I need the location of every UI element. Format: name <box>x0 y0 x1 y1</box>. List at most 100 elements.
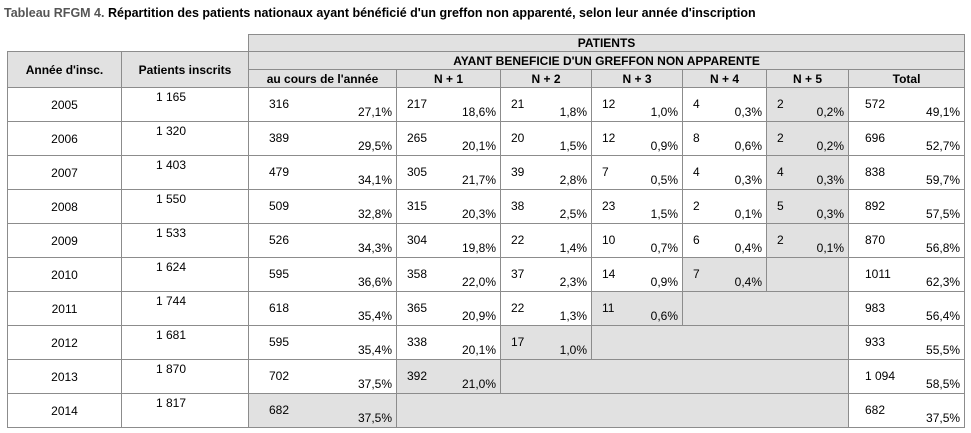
total-cell: 838 59,7% <box>847 155 966 190</box>
year-cell: 2012 <box>7 325 122 360</box>
percent-value: 35,4% <box>357 309 392 323</box>
n-cell: 17 1,0% <box>500 325 592 360</box>
count-value: 2 <box>777 233 784 247</box>
percent-value: 34,1% <box>357 173 392 187</box>
n-cell: 21 1,8% <box>500 87 592 122</box>
count-value: 2 <box>777 131 784 145</box>
header-inscrits: Patients inscrits <box>121 51 249 88</box>
percent-value: 0,2% <box>816 105 844 119</box>
inscrits-value: 1 744 <box>156 294 187 308</box>
percent-value: 20,3% <box>461 207 496 221</box>
n-cell: 304 19,8% <box>396 223 501 258</box>
count-value: 7 <box>693 267 700 281</box>
n-cell: 4 0,3% <box>682 155 767 190</box>
percent-value: 0,4% <box>734 275 762 289</box>
count-value: 2 <box>777 97 784 111</box>
n-cell: 37 2,3% <box>500 257 592 292</box>
count-value: 358 <box>407 267 428 281</box>
percent-value: 62,3% <box>926 275 961 289</box>
percent-value: 32,8% <box>357 207 392 221</box>
year-cell: 2008 <box>7 189 122 224</box>
table-row: 2005 1 165 316 27,1% 217 18,6% 21 1,8% 12 1,0% 4 0,… <box>7 87 966 122</box>
n-cell: 22 1,4% <box>500 223 592 258</box>
count-value: 12 <box>602 97 616 111</box>
year-cell: 2007 <box>7 155 122 190</box>
n-cell: 305 21,7% <box>396 155 501 190</box>
percent-value: 1,0% <box>650 105 678 119</box>
percent-value: 21,7% <box>461 173 496 187</box>
table-row: 2006 1 320 389 29,5% 265 20,1% 20 1,5% 12 0,9% 8 0,… <box>7 121 966 156</box>
count-value: 37 <box>511 267 525 281</box>
n-cell: 392 21,0% <box>396 359 501 394</box>
count-value: 595 <box>269 267 290 281</box>
table-title-text: Répartition des patients nationaux ayant… <box>107 6 756 20</box>
n-cell: 7 0,4% <box>682 257 767 292</box>
percent-value: 55,5% <box>926 343 961 357</box>
header-col-n2: N + 2 <box>500 69 592 88</box>
percent-value: 0,3% <box>816 207 844 221</box>
empty-cell <box>766 257 849 292</box>
count-value: 389 <box>269 131 290 145</box>
annee-cell: 316 27,1% <box>248 87 397 122</box>
total-cell: 682 37,5% <box>847 393 966 428</box>
empty-cell <box>396 393 849 428</box>
percent-value: 37,5% <box>357 377 392 391</box>
percent-value: 0,1% <box>734 207 762 221</box>
n-cell: 2 0,1% <box>682 189 767 224</box>
count-value: 12 <box>602 131 616 145</box>
count-value: 479 <box>269 165 290 179</box>
percent-value: 1,8% <box>559 105 587 119</box>
year-cell: 2010 <box>7 257 122 292</box>
n-cell: 7 0,5% <box>591 155 683 190</box>
count-value: 338 <box>407 335 428 349</box>
inscrits-cell: 1 533 <box>121 223 249 258</box>
count-value: 316 <box>269 97 290 111</box>
annee-cell: 479 34,1% <box>248 155 397 190</box>
n-cell: 6 0,4% <box>682 223 767 258</box>
count-value: 365 <box>407 301 428 315</box>
count-value: 2 <box>693 199 700 213</box>
header-ayant: AYANT BENEFICIE D'UN GREFFON NON APPAREN… <box>247 51 966 70</box>
n-cell: 4 0,3% <box>682 87 767 122</box>
percent-value: 1,0% <box>559 343 587 357</box>
percent-value: 20,1% <box>461 139 496 153</box>
annee-cell: 595 36,6% <box>248 257 397 292</box>
count-value: 838 <box>865 165 886 179</box>
percent-value: 29,5% <box>357 139 392 153</box>
table-row: 2013 1 870 702 37,5% 392 21,0% 1 094 58,5% <box>7 359 966 394</box>
annee-cell: 526 34,3% <box>248 223 397 258</box>
count-value: 20 <box>511 131 525 145</box>
n-cell: 20 1,5% <box>500 121 592 156</box>
total-cell: 572 49,1% <box>847 87 966 122</box>
year-cell: 2006 <box>7 121 122 156</box>
annee-cell: 702 37,5% <box>248 359 397 394</box>
percent-value: 1,4% <box>559 241 587 255</box>
percent-value: 2,3% <box>559 275 587 289</box>
table-row: 2011 1 744 618 35,4% 365 20,9% 22 1,3% 11 0,6% 983… <box>7 291 966 326</box>
count-value: 315 <box>407 199 428 213</box>
header-patients: PATIENTS <box>247 34 966 52</box>
table-title: Tableau RFGM 4. Répartition des patients… <box>4 6 756 20</box>
percent-value: 20,1% <box>461 343 496 357</box>
percent-value: 1,3% <box>559 309 587 323</box>
total-cell: 892 57,5% <box>847 189 966 224</box>
n-cell: 23 1,5% <box>591 189 683 224</box>
annee-cell: 595 35,4% <box>248 325 397 360</box>
count-value: 11 <box>602 301 615 315</box>
count-value: 22 <box>511 233 525 247</box>
count-value: 217 <box>407 97 428 111</box>
percent-value: 57,5% <box>926 207 961 221</box>
header-col-annee: au cours de l'année <box>248 69 397 88</box>
percent-value: 59,7% <box>926 173 961 187</box>
percent-value: 0,7% <box>650 241 678 255</box>
count-value: 305 <box>407 165 428 179</box>
count-value: 870 <box>865 233 886 247</box>
percent-value: 56,4% <box>926 309 961 323</box>
year-cell: 2009 <box>7 223 122 258</box>
n-cell: 10 0,7% <box>591 223 683 258</box>
count-value: 696 <box>865 131 886 145</box>
percent-value: 2,5% <box>559 207 587 221</box>
inscrits-cell: 1 624 <box>121 257 249 292</box>
total-cell: 1 094 58,5% <box>847 359 966 394</box>
n-cell: 2 0,1% <box>766 223 849 258</box>
